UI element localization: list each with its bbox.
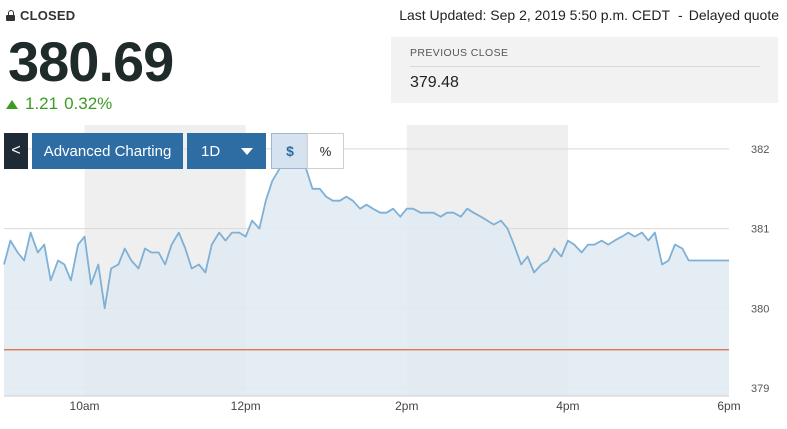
delayed-quote-label: Delayed quote [688, 7, 779, 23]
price-area [4, 152, 729, 396]
x-tick-label: 2pm [395, 399, 418, 413]
y-tick-label: 381 [751, 224, 769, 236]
market-status-label: CLOSED [20, 8, 76, 23]
x-tick-label: 4pm [556, 399, 579, 413]
x-tick-label: 10am [70, 399, 100, 413]
back-button[interactable]: < [4, 133, 28, 169]
x-tick-label: 6pm [717, 399, 740, 413]
last-updated-text: Last Updated: Sep 2, 2019 5:50 p.m. CEDT [399, 7, 671, 23]
y-tick-label: 379 [751, 383, 769, 395]
previous-close-label: PREVIOUS CLOSE [410, 47, 509, 59]
caret-down-icon [241, 148, 253, 155]
y-tick-label: 382 [751, 144, 769, 156]
price-change: 1.21 0.32% [6, 94, 112, 114]
last-price: 380.69 [8, 30, 174, 93]
time-range-dropdown[interactable]: 1D [187, 133, 266, 169]
time-range-label: 1D [201, 142, 221, 160]
y-tick-label: 380 [751, 303, 769, 315]
lock-icon [6, 10, 15, 21]
x-tick-label: 12pm [231, 399, 261, 413]
price-chart[interactable]: 382 381 380 379 10am 12pm 2pm 4pm 6pm [0, 125, 787, 429]
dollar-toggle[interactable]: $ [271, 133, 309, 169]
previous-close-value: 379.48 [410, 74, 459, 91]
last-updated: Last Updated: Sep 2, 2019 5:50 p.m. CEDT… [399, 7, 779, 23]
change-value: 1.21 [25, 94, 59, 113]
arrow-up-icon [6, 99, 18, 109]
advanced-charting-button[interactable]: Advanced Charting [32, 133, 183, 169]
percent-toggle[interactable]: % [307, 133, 344, 169]
separator: - [678, 7, 683, 23]
previous-close-panel: PREVIOUS CLOSE 379.48 [391, 37, 778, 103]
chevron-left-icon: < [11, 142, 21, 159]
divider [410, 66, 760, 67]
change-percent: 0.32% [64, 94, 113, 113]
market-status: CLOSED [6, 8, 75, 23]
price-line [3, 152, 729, 310]
